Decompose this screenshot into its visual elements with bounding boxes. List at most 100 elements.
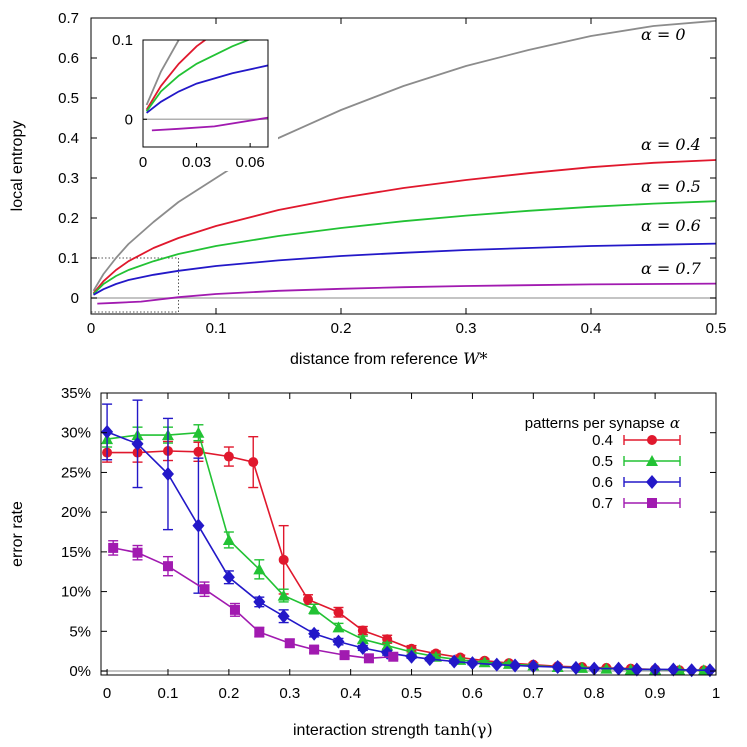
top-x-tick-label: 0.5 bbox=[706, 320, 727, 337]
top-y-tick-label: 0 bbox=[71, 290, 79, 307]
data-point bbox=[223, 451, 234, 462]
data-point bbox=[199, 584, 210, 595]
top-x-axis-label: distance from reference W* bbox=[290, 349, 488, 368]
data-point bbox=[333, 607, 344, 618]
top-y-tick-label: 0.3 bbox=[58, 170, 79, 187]
bottom-series-0 bbox=[102, 435, 709, 676]
data-point bbox=[222, 570, 235, 585]
bottom-x-tick-label: 1 bbox=[712, 685, 720, 702]
top-y-axis-label: local entropy bbox=[9, 121, 26, 212]
bottom-y-tick-label: 15% bbox=[61, 544, 91, 561]
data-point bbox=[278, 554, 289, 565]
bottom-series-3 bbox=[108, 540, 399, 664]
data-point bbox=[356, 640, 369, 655]
top-series-line-2 bbox=[92, 200, 717, 295]
bottom-x-tick-label: 0.9 bbox=[645, 685, 666, 702]
data-point bbox=[490, 657, 503, 672]
bottom-x-axis-label: interaction strength tanh(γ) bbox=[293, 720, 493, 739]
legend-label-2: 0.6 bbox=[592, 474, 613, 491]
data-point bbox=[612, 661, 625, 676]
bottom-y-tick-label: 5% bbox=[69, 623, 91, 640]
bottom-y-tick-label: 10% bbox=[61, 584, 91, 601]
bottom-y-tick-label: 0% bbox=[69, 663, 91, 680]
top-y-tick-label: 0.6 bbox=[58, 50, 79, 67]
data-point bbox=[229, 604, 240, 615]
top-y-tick-label: 0.1 bbox=[58, 250, 79, 267]
data-point bbox=[193, 446, 204, 457]
data-point bbox=[466, 656, 479, 671]
data-point bbox=[192, 518, 205, 533]
top-y-tick-label: 0.7 bbox=[58, 10, 79, 27]
data-point bbox=[222, 533, 235, 545]
legend-label-0: 0.4 bbox=[592, 432, 613, 449]
top-y-tick-label: 0.4 bbox=[58, 130, 79, 147]
legend-marker-0 bbox=[647, 435, 657, 445]
data-point bbox=[667, 662, 680, 677]
data-point bbox=[277, 589, 290, 601]
data-point bbox=[551, 660, 564, 675]
data-point bbox=[448, 654, 461, 669]
bottom-x-tick-label: 0.4 bbox=[340, 685, 361, 702]
top-x-tick-label: 0 bbox=[87, 320, 95, 337]
bottom-series-2 bbox=[101, 399, 716, 678]
data-point bbox=[248, 457, 259, 468]
bottom-x-tick-label: 0.8 bbox=[584, 685, 605, 702]
bottom-x-tick-label: 0 bbox=[103, 685, 111, 702]
top-x-tick-label: 0.3 bbox=[456, 320, 477, 337]
top-x-tick-label: 0.2 bbox=[331, 320, 352, 337]
inset-series-line-2 bbox=[145, 40, 251, 112]
bottom-x-tick-label: 0.5 bbox=[401, 685, 422, 702]
bottom-x-tick-label: 0.7 bbox=[523, 685, 544, 702]
top-panel: α = 0 α = 0.4 α = 0.5 α = 0.6 α = 0.7 0 0.1 0.… bbox=[9, 10, 727, 368]
inset-series-line-4 bbox=[151, 116, 268, 132]
bottom-x-tick-label: 0.3 bbox=[279, 685, 300, 702]
top-curve-label-4: α = 0.7 bbox=[641, 259, 702, 278]
legend-marker-1 bbox=[646, 455, 658, 466]
data-point bbox=[108, 542, 119, 553]
data-point bbox=[253, 594, 266, 609]
inset-y-tick-label: 0.1 bbox=[112, 32, 133, 49]
inset-series-line-3 bbox=[146, 64, 268, 114]
data-point bbox=[388, 651, 399, 662]
bottom-plot-frame bbox=[100, 392, 717, 676]
data-point bbox=[527, 659, 540, 674]
top-y-tick-label: 0.5 bbox=[58, 90, 79, 107]
top-x-tick-label: 0.1 bbox=[206, 320, 227, 337]
top-series-line-4 bbox=[97, 282, 717, 305]
inset-plot-area bbox=[143, 40, 268, 132]
bottom-y-tick-label: 20% bbox=[61, 504, 91, 521]
data-point bbox=[405, 649, 418, 664]
bottom-series-line-2 bbox=[106, 431, 710, 672]
inset-x-tick-label: 0 bbox=[139, 154, 147, 171]
data-point bbox=[509, 658, 522, 673]
data-point bbox=[381, 639, 394, 651]
inset-frame bbox=[142, 39, 269, 148]
data-point bbox=[332, 621, 345, 633]
data-point bbox=[161, 467, 174, 482]
data-point bbox=[363, 653, 374, 664]
legend-label-3: 0.7 bbox=[592, 495, 613, 512]
top-curve-label-0: α = 0 bbox=[641, 25, 686, 44]
data-point bbox=[339, 650, 350, 661]
legend-marker-3 bbox=[647, 498, 657, 508]
data-point bbox=[132, 547, 143, 558]
inset-x-tick-label: 0.06 bbox=[236, 154, 265, 171]
top-curve-label-1: α = 0.4 bbox=[641, 135, 701, 154]
legend-title: patterns per synapse α bbox=[525, 414, 680, 432]
inset-x-tick-label: 0.03 bbox=[182, 154, 211, 171]
bottom-panel: 0 0.1 0.2 0.3 0.4 0.5 0.6 0.7 0.8 0.9 10%5%10%15%2… bbox=[9, 385, 720, 739]
bottom-x-tick-label: 0.2 bbox=[218, 685, 239, 702]
bottom-y-axis-label: error rate bbox=[9, 501, 26, 567]
data-point bbox=[703, 663, 716, 678]
data-point bbox=[303, 594, 314, 605]
data-point bbox=[309, 644, 320, 655]
top-y-tick-label: 0.2 bbox=[58, 210, 79, 227]
top-series-line-1 bbox=[92, 159, 717, 294]
data-point bbox=[131, 436, 144, 451]
data-point bbox=[253, 563, 266, 575]
inset-y-tick-label: 0 bbox=[125, 111, 133, 128]
data-point bbox=[569, 660, 582, 675]
data-point bbox=[685, 663, 698, 678]
bottom-series-line-0 bbox=[107, 450, 704, 672]
